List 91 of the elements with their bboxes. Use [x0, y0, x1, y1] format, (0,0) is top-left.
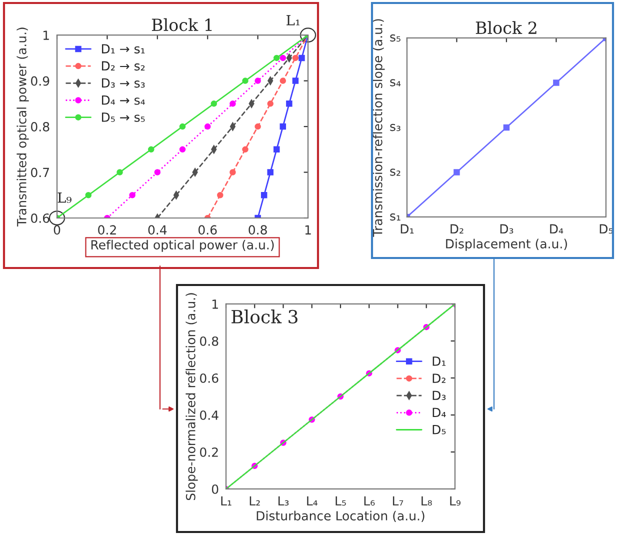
x-tick-label: D₂ [450, 224, 464, 234]
x-tick-label: L₁ [221, 496, 232, 506]
point [242, 78, 248, 84]
point [260, 192, 268, 198]
point [230, 169, 236, 176]
point [204, 123, 211, 130]
point [217, 192, 224, 198]
point [268, 76, 274, 85]
y-tick-label: 0.8 [200, 336, 218, 346]
chart-title: Block 3 [232, 310, 298, 324]
y-tick-label: 1 [212, 300, 218, 309]
point [553, 80, 560, 86]
point [280, 54, 286, 62]
x-tick-label: D₁ [400, 224, 414, 234]
x-tick-label: L₆ [364, 496, 375, 506]
point [210, 100, 218, 107]
point [292, 78, 299, 84]
text: s₃ [390, 124, 400, 132]
point [292, 54, 299, 62]
y-tick-label: 0.6 [31, 213, 50, 223]
x-tick-label: 1 [305, 225, 311, 234]
y-tick-label: 0.8 [31, 122, 50, 132]
y-tick-label: 0.6 [200, 373, 218, 383]
x-axis-title: Disturbance Location (a.u.) [256, 510, 424, 522]
point [274, 146, 280, 153]
annotation: L₁ [286, 15, 300, 26]
x-tick-label: L₅ [336, 496, 346, 506]
legend-label: D₁ [432, 356, 446, 366]
text: s₂ [390, 168, 400, 176]
legend-label: D₂ → s₂ [102, 61, 145, 71]
point [116, 169, 123, 176]
point [274, 54, 280, 62]
x-tick-label: 0.4 [148, 225, 167, 235]
x-axis-title: Reflected optical power (a.u.) [91, 240, 274, 252]
legend-label: D₄ → s₄ [102, 96, 145, 105]
x-tick-label: L₈ [422, 496, 432, 506]
point [148, 146, 154, 153]
legend-label: D₃ → s₃ [102, 78, 145, 88]
point [298, 54, 305, 62]
point [242, 146, 248, 153]
point [230, 100, 236, 107]
x-tick-label: D₄ [550, 224, 564, 234]
legend-label: D₁ → s₁ [102, 44, 145, 54]
text: s₅ [390, 34, 400, 42]
point [179, 146, 186, 153]
point [85, 192, 92, 198]
x-tick-label: 0.8 [248, 225, 267, 235]
x-tick-label: L₇ [392, 496, 404, 506]
legend-label: D₅ [432, 425, 446, 434]
x-tick-label: L₄ [307, 496, 318, 506]
y-tick-label: 0.7 [31, 168, 49, 178]
point [267, 100, 274, 107]
y-tick-label: 0.9 [31, 76, 50, 86]
point [454, 169, 460, 176]
point [267, 169, 274, 176]
point [254, 78, 261, 84]
point [129, 192, 136, 198]
y-axis-title: Transmission-reflection slope (a.u.) [372, 19, 385, 237]
x-tick-label: 0.2 [98, 225, 116, 235]
text: s₄ [390, 79, 401, 86]
y-tick-label: 0 [212, 484, 218, 494]
annotation: L₉ [58, 192, 72, 203]
y-axis-title: Slope-normalized reflection (a.u.) [186, 293, 198, 500]
x-axis-title: Displacement (a.u.) [446, 238, 567, 251]
x-tick-label: 0 [54, 225, 60, 235]
point [179, 123, 186, 130]
point [280, 123, 286, 130]
y-tick-label: 0.4 [200, 410, 218, 420]
x-tick-label: L₉ [450, 496, 460, 506]
point [192, 168, 198, 176]
y-tick-label: 1 [43, 30, 49, 40]
y-tick-label: 0.2 [200, 447, 218, 457]
point [286, 100, 292, 107]
x-tick-label: L₂ [250, 496, 260, 506]
legend-label: D₃ [432, 390, 446, 400]
point [248, 100, 254, 108]
legend-label: D₂ [432, 374, 446, 383]
legend-label: D₄ [432, 408, 446, 418]
text: s₁ [390, 213, 400, 221]
point [254, 123, 261, 130]
chart-title: Block 2 [476, 21, 536, 34]
chart-title: Block 1 [152, 18, 212, 32]
legend-label: D₅ → s₅ [102, 112, 145, 122]
point [503, 124, 510, 131]
x-tick-label: D₃ [500, 224, 514, 234]
point [280, 78, 286, 84]
x-tick-label: D₅ [600, 224, 613, 234]
point [173, 191, 179, 200]
x-tick-label: L₃ [278, 496, 289, 506]
point [154, 169, 161, 176]
y-axis-title: Transmitted optical power (a.u.) [16, 28, 29, 227]
